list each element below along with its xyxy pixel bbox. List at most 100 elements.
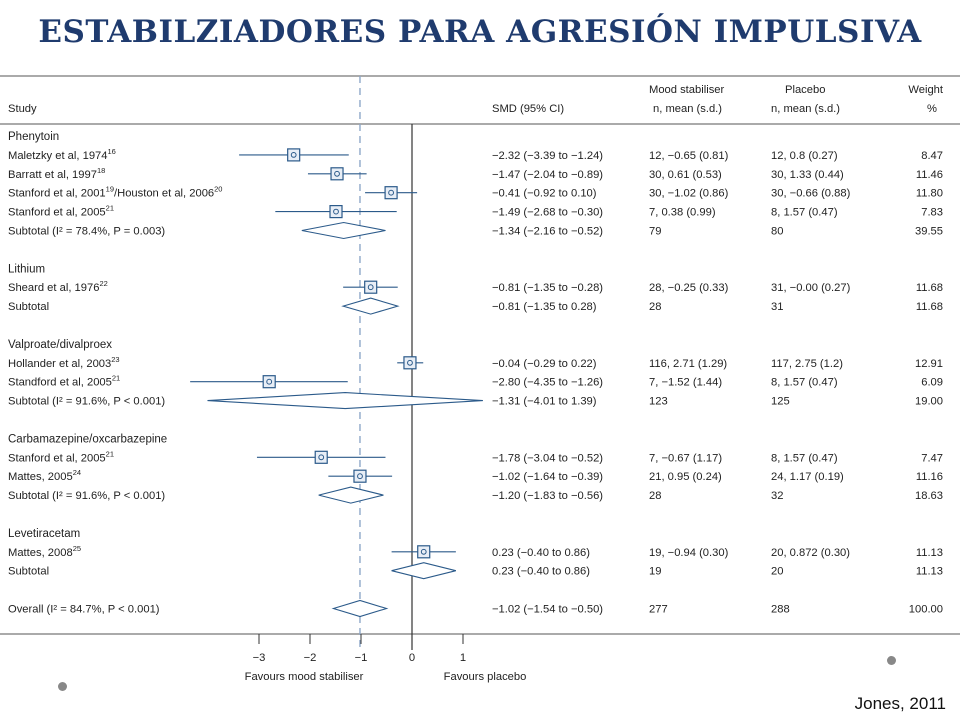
x-label-favours-placebo: Favours placebo (444, 671, 527, 683)
smd-ci-value: −0.04 (−0.29 to 0.22) (492, 358, 597, 370)
group-label: Carbamazepine/oxcarbazepine (8, 433, 167, 445)
placebo-value: 8, 1.57 (0.47) (771, 452, 838, 464)
point-estimate-dot (266, 378, 273, 385)
mood-stabiliser-value: 7, −0.67 (1.17) (649, 452, 722, 464)
mood-stabiliser-value: 28 (649, 490, 661, 502)
slide-dot-left (58, 682, 67, 691)
placebo-value: 32 (771, 490, 783, 502)
study-label: Stanford et al, 200119/Houston et al, 20… (8, 185, 222, 200)
weight-value: 18.63 (915, 490, 943, 502)
study-label: Barratt et al, 199718 (8, 166, 105, 181)
point-estimate-dot (407, 359, 413, 366)
smd-ci-value: −1.31 (−4.01 to 1.39) (492, 396, 597, 408)
point-estimate-square (403, 356, 417, 370)
placebo-value: 125 (771, 396, 790, 408)
mood-stabiliser-value: 21, 0.95 (0.24) (649, 471, 722, 483)
point-estimate-dot (388, 189, 394, 196)
mood-stabiliser-value: 7, 0.38 (0.99) (649, 207, 716, 219)
subtotal-label: Overall (I² = 84.7%, P < 0.001) (8, 604, 160, 616)
point-estimate-square (262, 375, 276, 389)
placebo-value: 80 (771, 226, 783, 238)
weight-value: 11.68 (916, 282, 943, 294)
summary-diamond (318, 486, 384, 504)
group-label: Lithium (8, 263, 45, 275)
smd-ci-value: 0.23 (−0.40 to 0.86) (492, 547, 590, 559)
study-label: Standford et al, 200521 (8, 374, 120, 389)
subtotal-label: Subtotal (I² = 91.6%, P < 0.001) (8, 396, 165, 408)
placebo-value: 12, 0.8 (0.27) (771, 150, 838, 162)
header-weight: Weight (908, 84, 944, 96)
point-estimate-dot (334, 170, 340, 177)
header-weight-percent: % (927, 103, 937, 115)
summary-diamond (391, 562, 456, 580)
placebo-value: 31 (771, 301, 783, 313)
subtotal-label: Subtotal (8, 301, 49, 313)
x-tick-label: −3 (253, 652, 266, 664)
slide-dot-right (887, 656, 896, 665)
point-estimate-square (314, 450, 328, 464)
subtotal-label: Subtotal (8, 566, 49, 578)
mood-stabiliser-value: 79 (649, 226, 661, 238)
point-estimate-square (330, 167, 344, 181)
smd-ci-value: 0.23 (−0.40 to 0.86) (492, 566, 590, 578)
weight-value: 7.47 (921, 452, 943, 464)
smd-ci-value: −0.41 (−0.92 to 0.10) (492, 188, 597, 200)
x-label-favours-mood-stabiliser: Favours mood stabiliser (245, 671, 364, 683)
mood-stabiliser-value: 28 (649, 301, 661, 313)
subtotal-label: Subtotal (I² = 91.6%, P < 0.001) (8, 490, 165, 502)
mood-stabiliser-value: 28, −0.25 (0.33) (649, 282, 729, 294)
smd-ci-value: −2.32 (−3.39 to −1.24) (492, 150, 603, 162)
placebo-value: 20 (771, 566, 783, 578)
study-label: Sheard et al, 197622 (8, 279, 108, 294)
citation: Jones, 2011 (854, 694, 946, 713)
smd-ci-value: −1.34 (−2.16 to −0.52) (492, 226, 603, 238)
point-estimate-dot (290, 152, 297, 158)
smd-ci-value: −1.02 (−1.64 to −0.39) (492, 471, 603, 483)
group-label: Valproate/divalproex (8, 339, 112, 351)
smd-ci-value: −1.20 (−1.83 to −0.56) (492, 490, 603, 502)
placebo-value: 20, 0.872 (0.30) (771, 547, 850, 559)
placebo-value: 30, −0.66 (0.88) (771, 188, 851, 200)
weight-value: 11.46 (916, 169, 943, 181)
smd-ci-value: −0.81 (−1.35 to 0.28) (492, 301, 597, 313)
point-estimate-dot (367, 284, 374, 291)
smd-ci-value: −0.81 (−1.35 to −0.28) (492, 282, 603, 294)
placebo-value: 117, 2.75 (1.2) (771, 358, 843, 370)
subtotal-label: Subtotal (I² = 78.4%, P = 0.003) (8, 226, 165, 238)
x-tick-label: −2 (304, 652, 317, 664)
header-mood-stabiliser: Mood stabiliser (649, 84, 725, 96)
summary-diamond (207, 392, 483, 410)
smd-ci-value: −1.78 (−3.04 to −0.52) (492, 452, 603, 464)
mood-stabiliser-value: 7, −1.52 (1.44) (649, 377, 722, 389)
weight-value: 6.09 (921, 377, 943, 389)
weight-value: 100.00 (909, 604, 943, 616)
summary-diamond (301, 221, 386, 240)
x-tick-label: −1 (355, 652, 368, 664)
point-estimate-dot (357, 473, 363, 480)
weight-value: 12.91 (915, 358, 943, 370)
header-mood-n-mean: n, mean (s.d.) (653, 103, 722, 115)
weight-value: 11.13 (916, 547, 943, 559)
placebo-value: 8, 1.57 (0.47) (771, 207, 838, 219)
mood-stabiliser-value: 19 (649, 566, 661, 578)
mood-stabiliser-value: 116, 2.71 (1.29) (649, 358, 727, 370)
mood-stabiliser-value: 30, −1.02 (0.86) (649, 188, 729, 200)
summary-diamond (341, 297, 400, 315)
placebo-value: 31, −0.00 (0.27) (771, 282, 851, 294)
weight-value: 11.80 (916, 188, 943, 200)
study-label: Maletzky et al, 197416 (8, 147, 116, 162)
point-estimate-square (329, 205, 343, 219)
mood-stabiliser-value: 12, −0.65 (0.81) (649, 150, 729, 162)
weight-value: 11.68 (916, 301, 943, 313)
x-tick-label: 0 (409, 652, 415, 664)
summary-diamond (331, 599, 389, 618)
weight-value: 39.55 (915, 226, 943, 238)
smd-ci-value: −2.80 (−4.35 to −1.26) (492, 377, 603, 389)
placebo-value: 8, 1.57 (0.47) (771, 377, 838, 389)
study-label: Hollander et al, 200323 (8, 355, 120, 370)
smd-ci-value: −1.49 (−2.68 to −0.30) (492, 207, 603, 219)
placebo-value: 30, 1.33 (0.44) (771, 169, 844, 181)
weight-value: 11.13 (916, 566, 943, 578)
point-estimate-square (417, 545, 431, 559)
